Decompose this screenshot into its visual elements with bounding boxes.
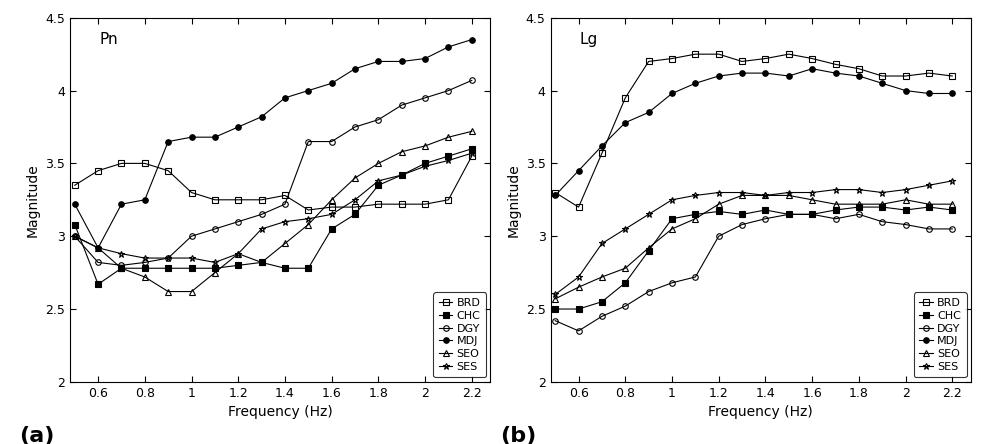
Y-axis label: Magnitude: Magnitude [507, 163, 521, 237]
Text: Pn: Pn [99, 32, 118, 48]
Text: Lg: Lg [580, 32, 599, 48]
Text: (b): (b) [500, 425, 537, 444]
Legend: BRD, CHC, DGY, MDJ, SEO, SES: BRD, CHC, DGY, MDJ, SEO, SES [914, 293, 967, 377]
Y-axis label: Magnitude: Magnitude [26, 163, 40, 237]
Legend: BRD, CHC, DGY, MDJ, SEO, SES: BRD, CHC, DGY, MDJ, SEO, SES [433, 293, 486, 377]
X-axis label: Frequency (Hz): Frequency (Hz) [709, 405, 813, 419]
X-axis label: Frequency (Hz): Frequency (Hz) [228, 405, 332, 419]
Text: (a): (a) [20, 425, 55, 444]
